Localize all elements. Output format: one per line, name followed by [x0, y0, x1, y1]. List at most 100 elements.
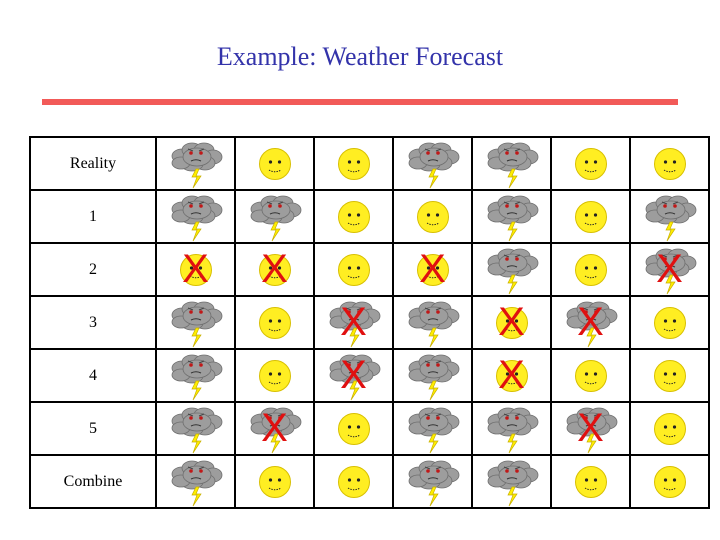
grid-cell — [629, 348, 710, 403]
sun-face-icon — [653, 359, 686, 392]
storm-cloud-icon — [171, 142, 222, 188]
grid-row: Reality — [29, 136, 710, 191]
sun-face-icon — [574, 359, 607, 392]
sun-face-icon — [258, 465, 291, 498]
grid-cell — [155, 348, 236, 403]
grid-cell: X — [392, 242, 473, 297]
storm-cloud-icon — [487, 460, 538, 506]
grid-cell: X — [550, 295, 631, 350]
storm-cloud-icon — [487, 407, 538, 453]
sun-face-icon — [416, 200, 449, 233]
grid-cell — [629, 454, 710, 509]
grid-cell — [313, 401, 394, 456]
grid-cell — [313, 136, 394, 191]
slide-title: Example: Weather Forecast — [216, 42, 504, 71]
sun-face-icon — [337, 412, 370, 445]
storm-cloud-icon — [329, 354, 380, 400]
sun-face-icon — [337, 465, 370, 498]
sun-face-icon — [653, 147, 686, 180]
sun-face-icon — [337, 200, 370, 233]
storm-cloud-icon — [408, 407, 459, 453]
grid-row: Combine — [29, 454, 710, 509]
grid-row: 5 X X — [29, 401, 710, 456]
grid-cell — [629, 136, 710, 191]
grid-cell — [629, 401, 710, 456]
grid-cell — [234, 295, 315, 350]
grid-cell — [234, 454, 315, 509]
grid-cell: X — [313, 348, 394, 403]
storm-cloud-icon — [171, 195, 222, 241]
grid-cell: X — [155, 242, 236, 297]
grid-cell: X — [629, 242, 710, 297]
storm-cloud-icon — [566, 407, 617, 453]
row-label: 1 — [29, 189, 157, 244]
storm-cloud-icon — [408, 460, 459, 506]
grid-cell — [234, 189, 315, 244]
grid-cell — [155, 136, 236, 191]
storm-cloud-icon — [250, 195, 301, 241]
grid-cell — [313, 454, 394, 509]
grid-cell: X — [234, 242, 315, 297]
sun-face-icon — [258, 253, 291, 286]
sun-face-icon — [574, 465, 607, 498]
storm-cloud-icon — [171, 354, 222, 400]
sun-face-icon — [574, 200, 607, 233]
storm-cloud-icon — [171, 460, 222, 506]
grid-cell — [155, 295, 236, 350]
forecast-grid: Reality 1 2 X X X X 3 X X X 4 X X 5 X X Combine — [29, 136, 710, 509]
storm-cloud-icon — [171, 301, 222, 347]
row-label: Combine — [29, 454, 157, 509]
sun-face-icon — [495, 359, 528, 392]
sun-face-icon — [258, 147, 291, 180]
storm-cloud-icon — [566, 301, 617, 347]
grid-cell — [313, 242, 394, 297]
sun-face-icon — [416, 253, 449, 286]
grid-cell — [155, 189, 236, 244]
storm-cloud-icon — [408, 142, 459, 188]
storm-cloud-icon — [487, 195, 538, 241]
grid-cell — [629, 189, 710, 244]
sun-face-icon — [574, 147, 607, 180]
grid-cell — [550, 454, 631, 509]
sun-face-icon — [653, 465, 686, 498]
storm-cloud-icon — [408, 301, 459, 347]
sun-face-icon — [179, 253, 212, 286]
storm-cloud-icon — [487, 248, 538, 294]
sun-face-icon — [653, 412, 686, 445]
grid-cell — [550, 242, 631, 297]
grid-cell — [392, 189, 473, 244]
grid-cell — [392, 136, 473, 191]
grid-cell: X — [313, 295, 394, 350]
grid-cell — [234, 348, 315, 403]
grid-cell: X — [234, 401, 315, 456]
sun-face-icon — [337, 253, 370, 286]
storm-cloud-icon — [645, 248, 696, 294]
grid-cell: X — [471, 295, 552, 350]
sun-face-icon — [653, 306, 686, 339]
storm-cloud-icon — [408, 354, 459, 400]
storm-cloud-icon — [250, 407, 301, 453]
storm-cloud-icon — [487, 142, 538, 188]
grid-cell — [471, 136, 552, 191]
grid-row: 4 X X — [29, 348, 710, 403]
grid-cell — [234, 136, 315, 191]
row-label: 2 — [29, 242, 157, 297]
sun-face-icon — [337, 147, 370, 180]
title-underline-rule — [42, 99, 678, 105]
grid-cell — [471, 189, 552, 244]
grid-cell — [471, 401, 552, 456]
grid-cell — [392, 295, 473, 350]
grid-cell — [392, 401, 473, 456]
grid-cell — [155, 454, 236, 509]
grid-cell: X — [471, 348, 552, 403]
row-label: 4 — [29, 348, 157, 403]
sun-face-icon — [495, 306, 528, 339]
grid-cell — [550, 348, 631, 403]
sun-face-icon — [574, 253, 607, 286]
grid-cell — [155, 401, 236, 456]
grid-row: 1 — [29, 189, 710, 244]
row-label: 3 — [29, 295, 157, 350]
row-label: Reality — [29, 136, 157, 191]
forecast-grid-body: Reality 1 2 X X X X 3 X X X 4 X X 5 X X Combine — [29, 136, 710, 509]
